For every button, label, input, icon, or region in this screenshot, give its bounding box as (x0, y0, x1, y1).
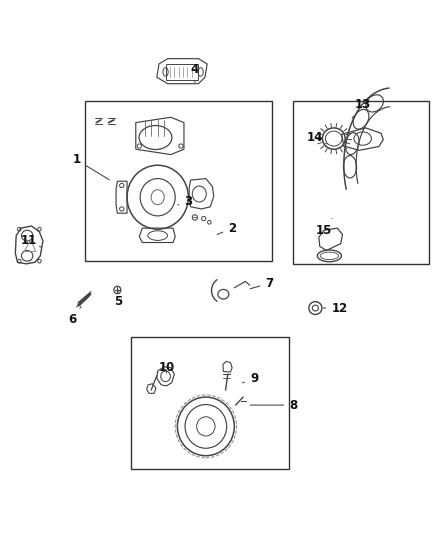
Text: 10: 10 (158, 361, 175, 374)
Bar (131, 337, 289, 469)
Text: 7: 7 (250, 277, 273, 290)
Text: 2: 2 (217, 222, 236, 235)
Text: 5: 5 (114, 290, 122, 308)
Text: 6: 6 (68, 306, 81, 326)
Text: 11: 11 (20, 235, 42, 247)
Text: 12: 12 (323, 302, 348, 314)
Bar (293, 101, 429, 264)
Text: 4: 4 (191, 63, 199, 83)
Text: 15: 15 (316, 219, 332, 237)
Text: 9: 9 (243, 372, 258, 385)
Text: 8: 8 (250, 399, 297, 411)
Bar (85, 101, 272, 261)
Text: 13: 13 (352, 98, 371, 118)
Text: 14: 14 (306, 131, 326, 144)
Text: 1: 1 (73, 154, 110, 180)
Text: 3: 3 (178, 195, 192, 208)
